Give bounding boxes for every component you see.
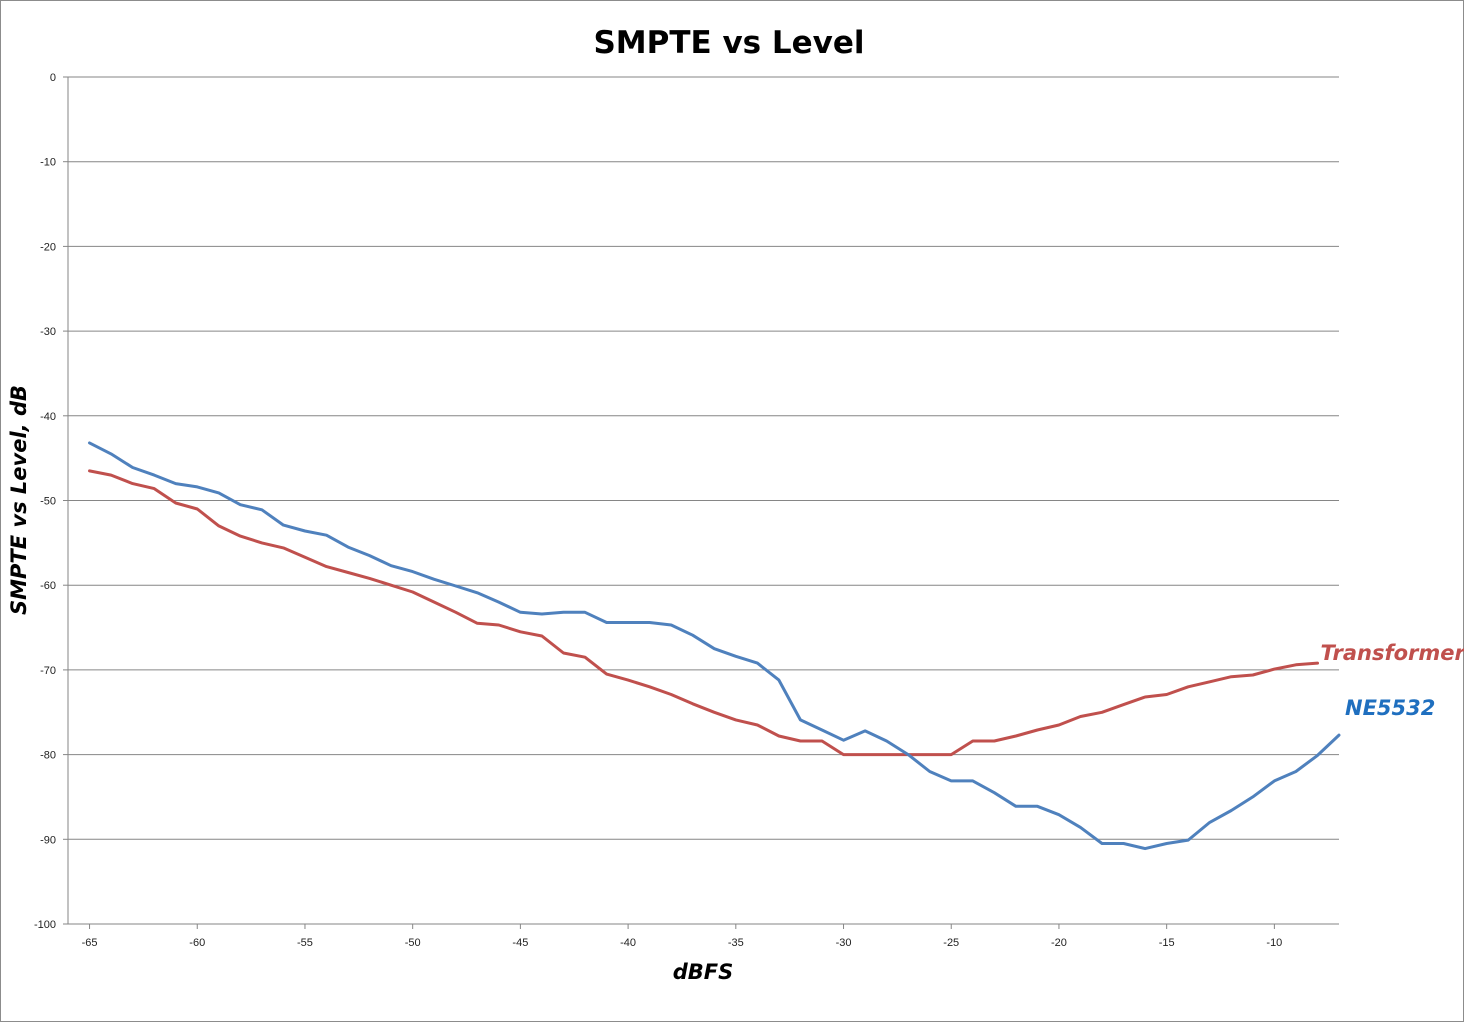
axes (63, 76, 1339, 929)
y-tick-label: -20 (40, 241, 56, 253)
series-lines (88, 441, 1341, 851)
series-line-ne5532 (88, 441, 1341, 851)
x-axis-title: dBFS (673, 960, 734, 984)
x-tick-label: -50 (405, 937, 421, 949)
series-label-ne5532: NE5532 (1345, 696, 1435, 720)
gridlines (68, 76, 1339, 840)
y-tick-label: -100 (34, 919, 56, 931)
series-label-transformer: Transformer (1320, 641, 1464, 665)
x-tick-labels: -65 -60 -55 -50 -45 -40 -35 -30 -25 -20 -15 -10 (82, 937, 1283, 949)
y-axis-title: SMPTE vs Level, dB (7, 385, 31, 615)
y-tick-label: -60 (40, 580, 56, 592)
x-tick-label: -20 (1051, 937, 1067, 949)
x-tick-label: -65 (82, 937, 98, 949)
x-tick-label: -25 (943, 937, 959, 949)
y-tick-label: -80 (40, 750, 56, 762)
x-tick-label: -10 (1266, 937, 1282, 949)
chart-title: SMPTE vs Level (593, 25, 864, 61)
y-tick-label: -70 (40, 665, 56, 677)
y-tick-labels: 0 -10 -20 -30 -40 -50 -60 -70 -80 -90 -100 (34, 72, 56, 931)
x-tick-label: -45 (512, 937, 528, 949)
x-tick-label: -40 (620, 937, 636, 949)
series-labels: Transformer NE5532 (1320, 641, 1464, 720)
y-tick-label: -10 (40, 157, 56, 169)
y-tick-label: -50 (40, 496, 56, 508)
x-tick-label: -30 (836, 937, 852, 949)
x-tick-label: -60 (189, 937, 205, 949)
y-tick-label: -40 (40, 411, 56, 423)
x-tick-label: -15 (1159, 937, 1175, 949)
y-tick-label: 0 (50, 72, 56, 84)
series-line-transformer (88, 469, 1319, 757)
y-tick-label: -90 (40, 834, 56, 846)
x-tick-label: -35 (728, 937, 744, 949)
x-tick-label: -55 (297, 937, 313, 949)
y-tick-label: -30 (40, 326, 56, 338)
